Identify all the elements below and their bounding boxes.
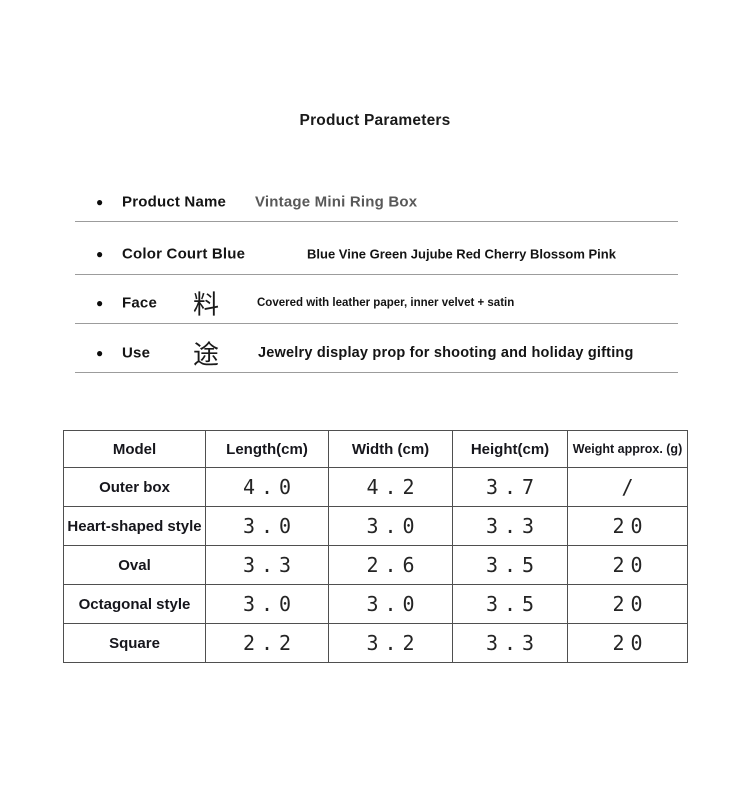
cjk-character: 料	[193, 290, 220, 321]
width-cell: 3.2	[328, 623, 453, 663]
bullet-icon: ●	[96, 346, 104, 360]
spec-table-container: Model Length(cm) Width (cm) Height(cm) W…	[63, 430, 688, 663]
bullet-icon: ●	[96, 296, 104, 310]
table-row: Oval 3.3 2.6 3.5 20	[63, 545, 688, 585]
length-cell: 3.0	[205, 506, 329, 546]
height-cell: 3.7	[452, 467, 568, 507]
weight-cell: 20	[567, 584, 688, 624]
bullet-icon: ●	[96, 247, 104, 261]
table-row: Octagonal style 3.0 3.0 3.5 20	[63, 584, 688, 624]
weight-cell: 20	[567, 506, 688, 546]
model-cell: Outer box	[63, 467, 206, 507]
table-row: Square 2.2 3.2 3.3 20	[63, 623, 688, 663]
width-cell: 3.0	[328, 506, 453, 546]
width-cell: 3.0	[328, 584, 453, 624]
param-label: Face	[122, 294, 157, 312]
table-row: Outer box 4.0 4.2 3.7 /	[63, 467, 688, 507]
length-cell: 3.3	[205, 545, 329, 585]
bullet-icon: ●	[96, 194, 104, 209]
height-cell: 3.3	[452, 506, 568, 546]
param-value: Covered with leather paper, inner velvet…	[257, 297, 515, 309]
weight-cell: 20	[567, 545, 688, 585]
length-cell: 2.2	[205, 623, 329, 663]
param-value: Vintage Mini Ring Box	[255, 193, 418, 210]
header-model: Model	[63, 430, 206, 468]
table-row: Heart-shaped style 3.0 3.0 3.3 20	[63, 506, 688, 546]
height-cell: 3.5	[452, 584, 568, 624]
param-label: Use	[122, 344, 151, 362]
param-row-face-material: ● Face 料 Covered with leather paper, inn…	[75, 275, 678, 324]
height-cell: 3.5	[452, 545, 568, 585]
page-title: Product Parameters	[299, 112, 451, 129]
width-cell: 2.6	[328, 545, 453, 585]
parameter-list: ● Product Name Vintage Mini Ring Box ● C…	[75, 178, 678, 373]
param-value: Jewelry display prop for shooting and ho…	[258, 345, 634, 361]
header-width: Width (cm)	[328, 430, 453, 468]
param-label: Product Name	[122, 193, 227, 210]
model-cell: Heart-shaped style	[63, 506, 206, 546]
header-height: Height(cm)	[452, 430, 568, 468]
header-length: Length(cm)	[205, 430, 329, 468]
weight-cell: 20	[567, 623, 688, 663]
cjk-character: 途	[193, 340, 220, 371]
header-weight: Weight approx. (g)	[567, 430, 688, 468]
spec-table: Model Length(cm) Width (cm) Height(cm) W…	[63, 430, 688, 663]
model-cell: Square	[63, 623, 206, 663]
param-row-color: ● Color Court Blue Blue Vine Green Jujub…	[75, 222, 678, 275]
table-header-row: Model Length(cm) Width (cm) Height(cm) W…	[63, 430, 688, 468]
param-row-use: ● Use 途 Jewelry display prop for shootin…	[75, 324, 678, 373]
model-cell: Oval	[63, 545, 206, 585]
model-cell: Octagonal style	[63, 584, 206, 624]
length-cell: 4.0	[205, 467, 329, 507]
length-cell: 3.0	[205, 584, 329, 624]
param-value: Blue Vine Green Jujube Red Cherry Blosso…	[307, 246, 616, 262]
height-cell: 3.3	[452, 623, 568, 663]
width-cell: 4.2	[328, 467, 453, 507]
param-row-product-name: ● Product Name Vintage Mini Ring Box	[75, 178, 678, 222]
param-label: Color Court Blue	[122, 245, 246, 263]
weight-cell: /	[567, 467, 688, 507]
